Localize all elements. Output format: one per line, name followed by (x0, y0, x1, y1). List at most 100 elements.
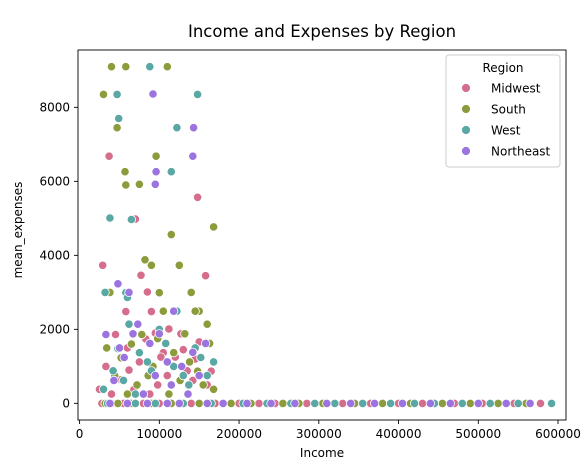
data-point-south (198, 380, 208, 390)
data-point-west (100, 287, 110, 297)
data-point-northeast (133, 319, 143, 329)
data-point-midwest (136, 270, 146, 280)
y-tick-label: 4000 (39, 248, 70, 262)
x-tick-label: 300000 (296, 427, 342, 441)
legend-marker-midwest (461, 83, 471, 93)
points-layer (94, 62, 557, 408)
data-point-midwest (101, 361, 111, 371)
data-point-south (146, 260, 156, 270)
data-point-midwest (110, 329, 121, 340)
data-point-midwest (193, 192, 203, 202)
x-tick-label: 500000 (455, 427, 501, 441)
data-point-northeast (151, 167, 161, 177)
data-point-midwest (254, 398, 264, 408)
data-point-midwest (104, 151, 114, 161)
data-point-northeast (119, 352, 129, 363)
data-point-south (126, 339, 136, 349)
data-point-south (185, 357, 195, 367)
data-point-northeast (162, 357, 172, 367)
data-point-south (158, 306, 168, 316)
data-point-northeast (138, 389, 148, 399)
data-point-south (278, 398, 288, 408)
data-point-west (114, 113, 124, 124)
data-point-midwest (338, 398, 348, 408)
data-point-northeast (128, 329, 138, 339)
data-point-south (113, 398, 123, 408)
legend-label-west: West (491, 124, 521, 138)
data-point-midwest (98, 260, 108, 270)
data-point-midwest (162, 370, 172, 381)
legend-title: Region (482, 61, 523, 75)
data-point-northeast (113, 279, 123, 289)
data-point-west (184, 380, 194, 390)
data-point-northeast (177, 361, 187, 371)
data-point-south (202, 319, 212, 329)
data-point-midwest (124, 365, 134, 375)
data-point-west (178, 370, 188, 381)
legend: Region Midwest South West Northeast (445, 54, 561, 168)
data-point-south (137, 329, 147, 340)
x-tick-label: 400000 (376, 427, 422, 441)
data-point-northeast (150, 370, 160, 381)
data-point-northeast (162, 398, 172, 408)
data-point-south (377, 398, 388, 408)
x-tick-label: 600000 (535, 427, 581, 441)
data-point-midwest (153, 380, 163, 390)
data-point-west (385, 398, 396, 408)
data-point-west (126, 214, 136, 225)
data-point-south (151, 151, 161, 161)
data-point-west (112, 89, 122, 100)
data-point-west (145, 62, 155, 72)
data-point-midwest (201, 271, 211, 281)
data-point-west (358, 398, 368, 408)
data-point-south (162, 62, 172, 72)
data-point-south (465, 398, 475, 408)
data-point-south (169, 348, 179, 358)
data-point-northeast (242, 398, 252, 408)
data-point-south (226, 398, 236, 408)
data-point-south (194, 398, 204, 408)
data-point-west (166, 167, 176, 177)
data-point-south (121, 62, 131, 72)
data-point-south (106, 62, 117, 72)
data-point-west (196, 352, 206, 363)
data-point-northeast (148, 89, 158, 99)
data-point-midwest (142, 287, 152, 297)
data-point-south (154, 288, 164, 298)
data-point-northeast (473, 398, 483, 408)
x-tick-label: 200000 (216, 427, 262, 441)
data-point-south (122, 389, 133, 399)
data-point-northeast (122, 398, 133, 408)
data-point-south (134, 179, 144, 189)
legend-label-northeast: Northeast (491, 145, 551, 159)
legend-marker-west (461, 125, 471, 135)
data-point-northeast (290, 398, 300, 408)
data-point-northeast (188, 347, 198, 357)
legend-label-midwest: Midwest (491, 82, 541, 96)
data-point-northeast (322, 398, 332, 408)
data-point-west (98, 384, 109, 394)
data-point-south (120, 167, 130, 177)
data-point-northeast (218, 398, 228, 408)
data-point-northeast (397, 398, 408, 408)
data-point-northeast (109, 375, 119, 385)
data-point-northeast (266, 398, 276, 408)
data-point-south (166, 230, 176, 240)
data-point-northeast (525, 398, 535, 408)
data-point-west (172, 123, 182, 133)
data-point-west (142, 357, 152, 367)
data-point-northeast (445, 398, 455, 408)
data-point-south (190, 306, 200, 316)
data-point-south (437, 398, 447, 408)
data-point-northeast (114, 343, 125, 353)
data-point-south (102, 343, 112, 353)
x-axis-label: Income (300, 446, 344, 460)
data-point-south (98, 89, 109, 100)
axes-layer: 0 100000 200000 300000 400000 500000 600000 0 20… (39, 49, 581, 441)
data-point-south (180, 329, 190, 339)
data-point-northeast (188, 151, 198, 161)
data-point-northeast (154, 329, 164, 339)
chart-title: Income and Expenses by Region (188, 22, 456, 41)
